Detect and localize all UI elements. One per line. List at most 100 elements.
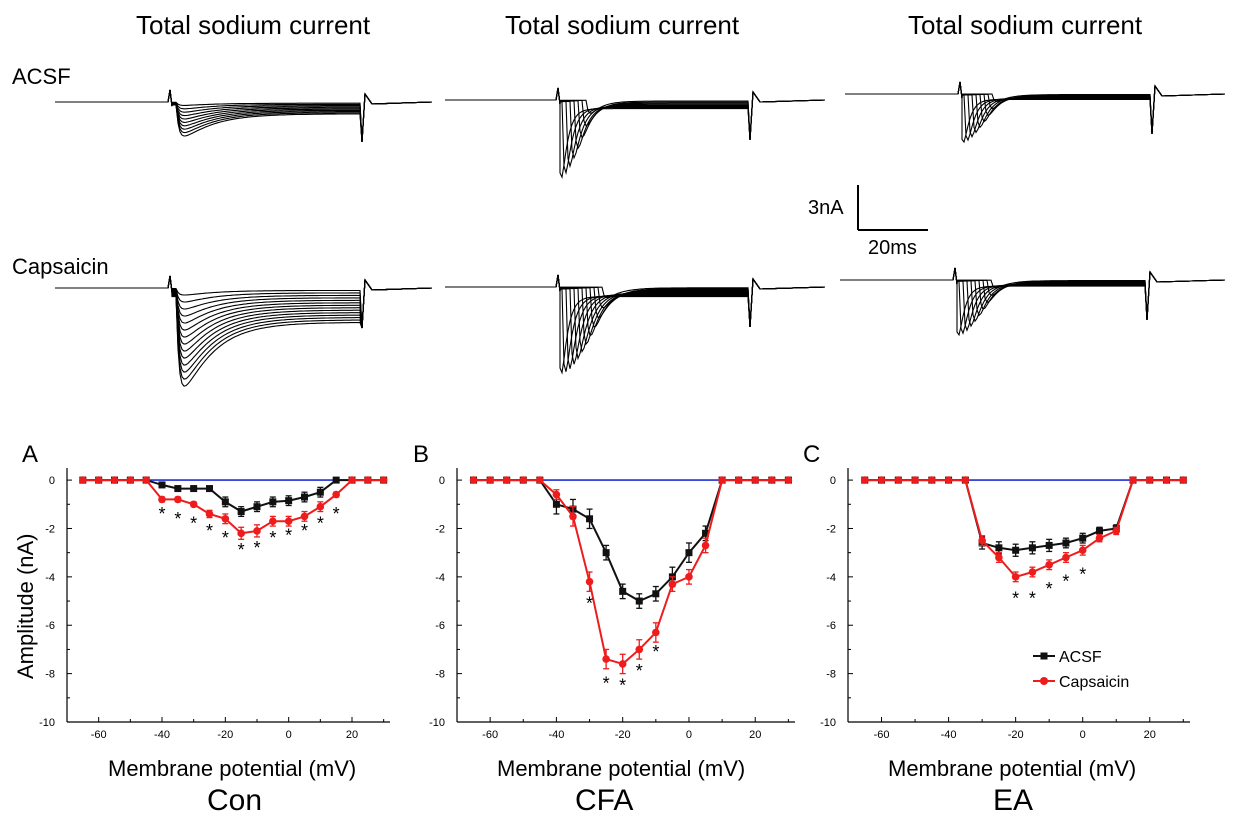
data-point-acsf — [1012, 546, 1020, 554]
y-tick-label: -10 — [429, 717, 445, 729]
y-tick-label: -2 — [435, 523, 445, 535]
data-point-acsf — [1079, 534, 1087, 542]
data-point-capsaicin — [1062, 553, 1070, 562]
significance-star: * — [253, 538, 260, 558]
y-tick-label: -10 — [39, 717, 55, 729]
iv-plot-a: 0 -2 -4 -6 -8 -10 -60 -40 -20 0 20 * * * * * * * * * * * * — [39, 468, 390, 741]
current-trace — [445, 87, 826, 175]
data-point-capsaicin — [205, 510, 214, 518]
x-tick-label: 20 — [749, 729, 761, 741]
y-tick-label: -2 — [45, 523, 55, 535]
data-point-capsaicin — [253, 527, 261, 535]
data-point-acsf — [285, 497, 293, 505]
data-point-acsf — [158, 481, 166, 489]
significance-star: * — [1029, 589, 1036, 609]
current-trace — [55, 89, 433, 143]
x-tick-label: 20 — [1144, 729, 1156, 741]
current-trace — [55, 275, 433, 331]
y-tick-label: -8 — [826, 669, 836, 681]
current-trace — [55, 275, 433, 329]
data-point-acsf — [190, 485, 198, 493]
current-trace — [845, 81, 1226, 135]
panel-letter-b: B — [413, 441, 430, 468]
data-point-acsf — [206, 485, 213, 493]
current-trace — [445, 274, 826, 346]
data-point-capsaicin — [1145, 476, 1154, 484]
y-tick-label: -2 — [826, 523, 836, 535]
current-trace — [445, 274, 826, 328]
current-trace — [445, 87, 826, 150]
current-trace — [445, 274, 826, 337]
data-point-capsaicin — [469, 476, 478, 484]
row-label-acsf: ACSF — [12, 64, 71, 89]
current-trace — [845, 81, 1226, 135]
data-point-capsaicin — [94, 476, 103, 484]
scale-bar — [857, 185, 928, 231]
data-point-capsaicin — [1028, 568, 1037, 576]
y-tick-label: -8 — [45, 669, 55, 681]
current-trace — [840, 267, 1226, 337]
condition-label-cfa: CFA — [575, 784, 634, 817]
scale-bar-amplitude-label: 3nA — [808, 197, 844, 219]
significance-star: * — [603, 673, 610, 693]
data-point-acsf — [619, 587, 627, 595]
significance-star: * — [619, 676, 626, 696]
y-tick-label: -6 — [435, 620, 445, 632]
data-point-capsaicin — [1078, 546, 1087, 555]
iv-plot-c: 0 -2 -4 -6 -8 -10 -60 -40 -20 0 20 * * * * * ACSF Capsaic… — [820, 468, 1190, 741]
data-point-capsaicin — [158, 495, 166, 504]
current-trace — [840, 267, 1226, 321]
data-point-acsf — [174, 485, 182, 493]
data-point-acsf — [301, 493, 308, 501]
current-trace — [55, 89, 433, 143]
x-tick-label: -40 — [548, 729, 564, 741]
data-point-acsf — [1095, 527, 1103, 535]
data-point-acsf — [1062, 539, 1070, 547]
x-tick-label: -40 — [154, 729, 170, 741]
data-point-capsaicin — [110, 476, 119, 484]
current-trace — [445, 274, 826, 375]
data-point-acsf — [652, 590, 660, 598]
x-tick-label: -60 — [874, 729, 890, 741]
current-trace — [845, 81, 1226, 144]
current-trace — [55, 275, 433, 345]
current-trace — [55, 89, 433, 143]
data-point-capsaicin — [79, 476, 87, 484]
trace-family-cfa-acsf — [445, 87, 826, 180]
current-trace — [840, 267, 1226, 335]
current-trace — [55, 89, 433, 143]
data-point-capsaicin — [364, 476, 372, 484]
y-tick-label: -8 — [435, 669, 445, 681]
data-point-capsaicin — [519, 476, 528, 484]
current-trace — [445, 87, 826, 141]
data-point-capsaicin — [1045, 560, 1053, 569]
trace-family-ea-caps — [840, 267, 1226, 337]
current-trace — [445, 274, 826, 328]
current-trace — [55, 275, 433, 329]
x-tick-label: -20 — [615, 729, 631, 741]
data-point-acsf — [702, 529, 710, 537]
data-point-acsf — [332, 476, 340, 484]
panel-letter-c: C — [803, 441, 821, 468]
column-title-ea: Total sodium current — [908, 10, 1143, 40]
y-tick-label: 0 — [439, 475, 445, 487]
iv-plot-b: 0 -2 -4 -6 -8 -10 -60 -40 -20 0 20 * * * * * — [429, 468, 795, 741]
condition-label-ea: EA — [993, 784, 1034, 817]
data-point-capsaicin — [1129, 476, 1137, 484]
data-point-capsaicin — [894, 476, 903, 484]
current-trace — [840, 267, 1226, 321]
data-point-capsaicin — [701, 541, 710, 550]
current-trace — [55, 275, 433, 373]
significance-star: * — [1046, 579, 1053, 599]
current-trace — [445, 274, 826, 372]
data-point-acsf — [685, 549, 693, 557]
data-point-capsaicin — [618, 660, 627, 668]
current-trace — [840, 267, 1226, 332]
data-point-capsaicin — [1011, 573, 1020, 581]
significance-star: * — [285, 526, 292, 546]
panel-letter-a: A — [22, 441, 39, 468]
significance-star: * — [174, 509, 181, 529]
series-line-capsaicin — [864, 479, 1184, 579]
data-point-capsaicin — [126, 476, 135, 484]
significance-star: * — [1012, 589, 1019, 609]
